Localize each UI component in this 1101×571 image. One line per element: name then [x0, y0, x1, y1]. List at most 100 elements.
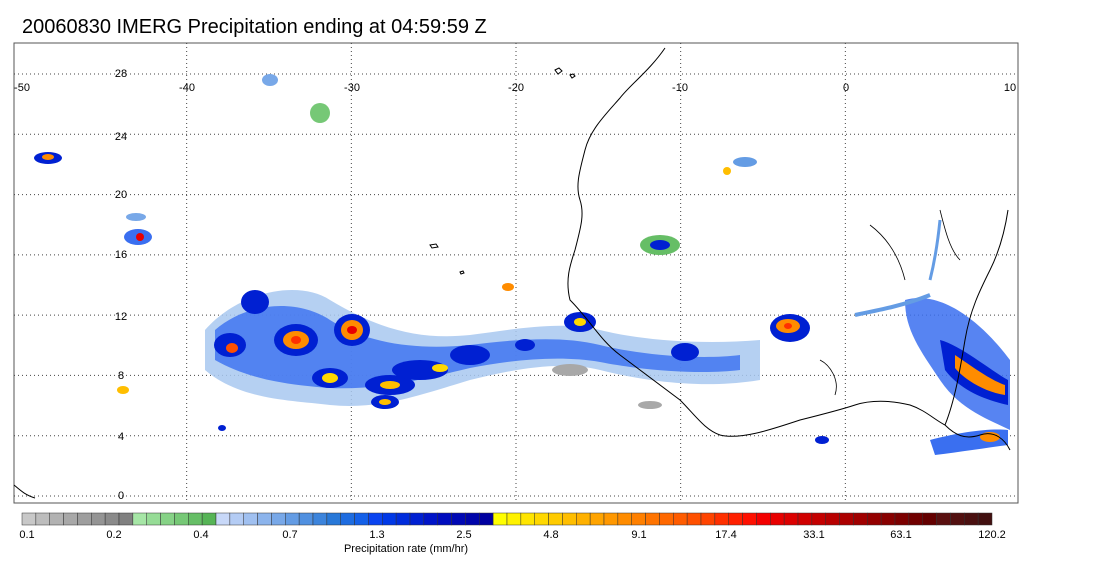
lon-tick: -50 [14, 82, 30, 94]
cell-n-3 [502, 283, 514, 291]
colorbar-swatch [589, 512, 605, 526]
lake-1 [819, 359, 837, 396]
colorbar-swatch [118, 512, 134, 526]
coastline-gulf [944, 209, 1009, 426]
colorbar-swatch [977, 512, 993, 526]
cell-gray-1 [552, 364, 588, 376]
cell-n-4 [310, 103, 330, 123]
map-frame [13, 42, 1019, 504]
lat-tick: 16 [114, 249, 128, 261]
island-3 [13, 484, 36, 499]
storm-a-peak [291, 336, 301, 344]
cell-nw-2-core [136, 233, 144, 241]
colorbar-swatch [285, 512, 300, 526]
lon-tick: 10 [1003, 82, 1017, 94]
colorbar-swatch [451, 512, 466, 526]
storm-k [671, 343, 699, 361]
colorbar-swatch [423, 512, 438, 526]
cell-gray-2 [638, 401, 662, 409]
rain-east-streak [928, 219, 942, 281]
map-gridlines [14, 43, 1018, 503]
colorbar-swatch [936, 512, 951, 526]
colorbar-swatch [229, 512, 244, 526]
colorbar-swatch [257, 512, 272, 526]
cell-n-5 [241, 290, 269, 314]
colorbar-swatch [271, 512, 286, 526]
colorbar-swatch [409, 512, 425, 526]
island-2 [429, 243, 465, 275]
colorbar-swatch [576, 512, 591, 526]
colorbar-swatch [562, 512, 577, 526]
colorbar-swatch [659, 512, 674, 526]
lat-tick: 4 [117, 431, 125, 443]
colorbar-swatch [631, 512, 646, 526]
lon-tick: -20 [508, 82, 524, 94]
precipitation-field [34, 74, 1010, 455]
colorbar-swatch [811, 512, 826, 526]
coastline-east [944, 424, 1011, 451]
colorbar-swatch [506, 512, 522, 526]
rain-east-line [854, 293, 931, 317]
colorbar-swatch [797, 512, 813, 526]
colorbar-swatch [908, 512, 923, 526]
storm-g [450, 345, 490, 365]
lat-tick: 24 [114, 131, 128, 143]
colorbar-swatch [326, 512, 341, 526]
storm-e [392, 360, 448, 380]
colorbar-swatch [492, 512, 508, 526]
colorbar-swatch [867, 512, 882, 526]
storm-m-core [650, 240, 670, 250]
lat-tick: 28 [114, 68, 128, 80]
colorbar-swatch [63, 512, 78, 526]
cell-n-2 [723, 167, 731, 175]
colorbar-swatch [340, 512, 355, 526]
colorbar-swatch [21, 512, 37, 526]
colorbar-swatch [756, 512, 771, 526]
colorbar-swatch [437, 512, 452, 526]
lat-tick: 8 [117, 370, 125, 382]
colorbar-swatch [853, 512, 868, 526]
colorbar-swatch [728, 512, 743, 526]
colorbar-swatch [700, 512, 716, 526]
colorbar-swatch [520, 512, 535, 526]
colorbar-swatch [146, 512, 161, 526]
lon-tick: -10 [672, 82, 688, 94]
colorbar-swatch [714, 512, 729, 526]
lat-tick: 20 [114, 189, 128, 201]
colorbar-swatch [673, 512, 688, 526]
colorbar-swatch [548, 512, 563, 526]
coastline-west-africa [567, 47, 946, 437]
colorbar-swatch [77, 512, 92, 526]
colorbar-swatch [603, 512, 619, 526]
island-1 [554, 67, 576, 79]
colorbar-swatch [354, 512, 369, 526]
storm-b-peak [347, 326, 357, 334]
colorbar-swatch [215, 512, 231, 526]
colorbar-swatch [382, 512, 397, 526]
storm-h-core [322, 373, 338, 383]
map-title: 20060830 IMERG Precipitation ending at 0… [22, 16, 487, 38]
colorbar-swatch [35, 512, 50, 526]
storm-i-core [574, 318, 586, 326]
colorbar-swatch [686, 512, 702, 526]
storm-c-core [226, 343, 238, 353]
colorbar-swatch [964, 512, 979, 526]
colorbar-swatch [243, 512, 258, 526]
colorbar-swatch [104, 512, 120, 526]
colorbar-swatch [312, 512, 328, 526]
storm-j [515, 339, 535, 351]
colorbar-swatch [298, 512, 314, 526]
colorbar-swatch [160, 512, 175, 526]
cell-nw-3 [262, 74, 278, 86]
colorbar-swatch [770, 512, 785, 526]
colorbar-swatch [922, 512, 937, 526]
colorbar-swatch [49, 512, 64, 526]
rivers [869, 209, 961, 281]
colorbar-swatch [91, 512, 106, 526]
cell-nw-1-core [42, 154, 54, 160]
colorbar-swatch [783, 512, 799, 526]
colorbar-swatch [132, 512, 147, 526]
storm-l-peak [784, 323, 792, 329]
